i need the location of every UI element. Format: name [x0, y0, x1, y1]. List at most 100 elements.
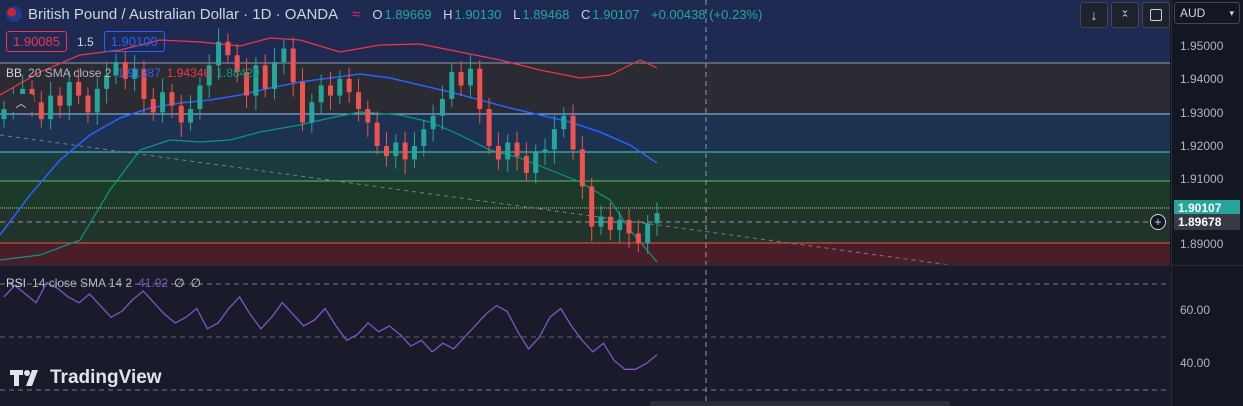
price-tick: 1.91000 [1180, 172, 1224, 186]
candle-body[interactable] [150, 98, 156, 113]
high-label: H [443, 6, 453, 22]
candle-body[interactable] [346, 78, 352, 93]
candle-body[interactable] [495, 146, 501, 160]
candle-body[interactable] [48, 95, 54, 120]
close-label: C [580, 6, 591, 22]
bb-upper-line [0, 37, 658, 96]
candle-body[interactable] [309, 102, 315, 123]
candle-body[interactable] [374, 122, 380, 147]
tradingview-logo[interactable]: TradingView [10, 367, 162, 389]
candle-body[interactable] [458, 72, 464, 86]
candle-body[interactable] [20, 88, 26, 99]
candle-body[interactable] [579, 149, 585, 187]
symbol-title[interactable]: British Pound / Australian Dollar · 1D ·… [28, 5, 339, 23]
candle-body[interactable] [290, 48, 296, 83]
candle-body[interactable] [76, 82, 82, 96]
candle-body[interactable] [113, 61, 119, 76]
add-alert-plus-icon[interactable]: + [1150, 214, 1166, 230]
candle-body[interactable] [355, 92, 361, 110]
chevron-up-icon: ︿ [15, 98, 27, 110]
candle-body[interactable] [654, 213, 660, 224]
candle-body[interactable] [169, 92, 175, 106]
flag-icon [6, 6, 22, 22]
candle-body[interactable] [449, 72, 455, 99]
candle-body[interactable] [253, 65, 259, 96]
candle-body[interactable] [421, 129, 427, 147]
time-scrollbar[interactable] [650, 401, 950, 406]
candle-body[interactable] [561, 115, 567, 130]
candle-body[interactable] [430, 115, 436, 130]
candle-body[interactable] [206, 65, 212, 86]
candle-body[interactable] [188, 109, 194, 123]
candle-body[interactable] [645, 223, 651, 244]
candle-body[interactable] [160, 92, 166, 113]
candle-body[interactable] [393, 142, 399, 157]
candle-body[interactable] [523, 156, 529, 173]
candle-body[interactable] [216, 41, 222, 66]
candle-body[interactable] [244, 72, 250, 96]
candle-body[interactable] [1, 109, 7, 120]
chart-area[interactable]: British Pound / Australian Dollar · 1D ·… [0, 0, 1170, 406]
candle-body[interactable] [551, 129, 557, 150]
candle-body[interactable] [132, 68, 138, 79]
rsi-name[interactable]: RSI [6, 276, 27, 290]
legend-toggle-button[interactable]: ︿ [8, 94, 34, 112]
arrow-down-button[interactable]: ↓ [1080, 2, 1108, 28]
candle-body[interactable] [598, 216, 604, 227]
price-axis[interactable]: AUD ▾ 1.95000 1.94000 1.93000 1.92000 1.… [1171, 0, 1243, 406]
candle-body[interactable] [486, 109, 492, 147]
candle-body[interactable] [197, 85, 203, 110]
candle-body[interactable] [589, 186, 595, 227]
bb-legend[interactable]: BB 20 SMA close 2 1.91387 1.94346 1.8842… [6, 66, 260, 80]
high-value: 1.90130 [454, 6, 502, 22]
candle-body[interactable] [365, 109, 371, 123]
candle-body[interactable] [104, 75, 110, 89]
bb-name[interactable]: BB [6, 66, 23, 80]
price-chart[interactable] [0, 0, 1170, 406]
candle-body[interactable] [281, 48, 287, 62]
candle-body[interactable] [542, 149, 548, 153]
candle-body[interactable] [626, 219, 632, 234]
chevron-down-icon: ▾ [1229, 7, 1234, 18]
candle-body[interactable] [533, 152, 539, 173]
low-value: 1.89468 [522, 6, 570, 22]
candle-body[interactable] [57, 95, 63, 106]
candle-body[interactable] [318, 85, 324, 103]
collapse-button[interactable]: ⌄ ⌃ [1111, 2, 1139, 28]
candle-body[interactable] [234, 55, 240, 73]
candle-body[interactable] [262, 65, 268, 89]
rsi-legend[interactable]: RSI 14 close SMA 14 2 41.92 ∅ ∅ [6, 276, 201, 290]
buy-button[interactable]: 1.90100 [103, 31, 165, 52]
candle-body[interactable] [402, 142, 408, 160]
candle-body[interactable] [477, 68, 483, 110]
candle-body[interactable] [178, 105, 184, 123]
candle-body[interactable] [66, 82, 72, 106]
candle-body[interactable] [300, 82, 306, 123]
candle-body[interactable] [411, 146, 417, 160]
candle-body[interactable] [607, 216, 613, 231]
open-value: 1.89669 [384, 6, 432, 22]
candle-body[interactable] [505, 142, 511, 160]
candle-body[interactable] [94, 88, 100, 113]
candle-body[interactable] [635, 233, 641, 244]
open-label: O [372, 6, 383, 22]
candle-body[interactable] [122, 61, 128, 79]
candle-body[interactable] [85, 95, 91, 113]
candle-body[interactable] [570, 115, 576, 150]
fullscreen-button[interactable] [1142, 2, 1170, 28]
candle-body[interactable] [514, 142, 520, 157]
candle-body[interactable] [38, 102, 44, 120]
symbol-legend[interactable]: British Pound / Australian Dollar · 1D ·… [6, 3, 770, 25]
candle-body[interactable] [467, 68, 473, 86]
candle-body[interactable] [383, 146, 389, 157]
candle-body[interactable] [272, 61, 278, 89]
candle-body[interactable] [328, 85, 333, 96]
zone-blue-top [0, 0, 1170, 63]
sell-button[interactable]: 1.90085 [6, 31, 67, 52]
candle-body[interactable] [225, 41, 231, 56]
candle-body[interactable] [141, 68, 147, 99]
candle-body[interactable] [617, 219, 623, 231]
candle-body[interactable] [337, 78, 343, 96]
currency-dropdown[interactable]: AUD ▾ [1174, 2, 1240, 24]
candle-body[interactable] [439, 98, 445, 116]
